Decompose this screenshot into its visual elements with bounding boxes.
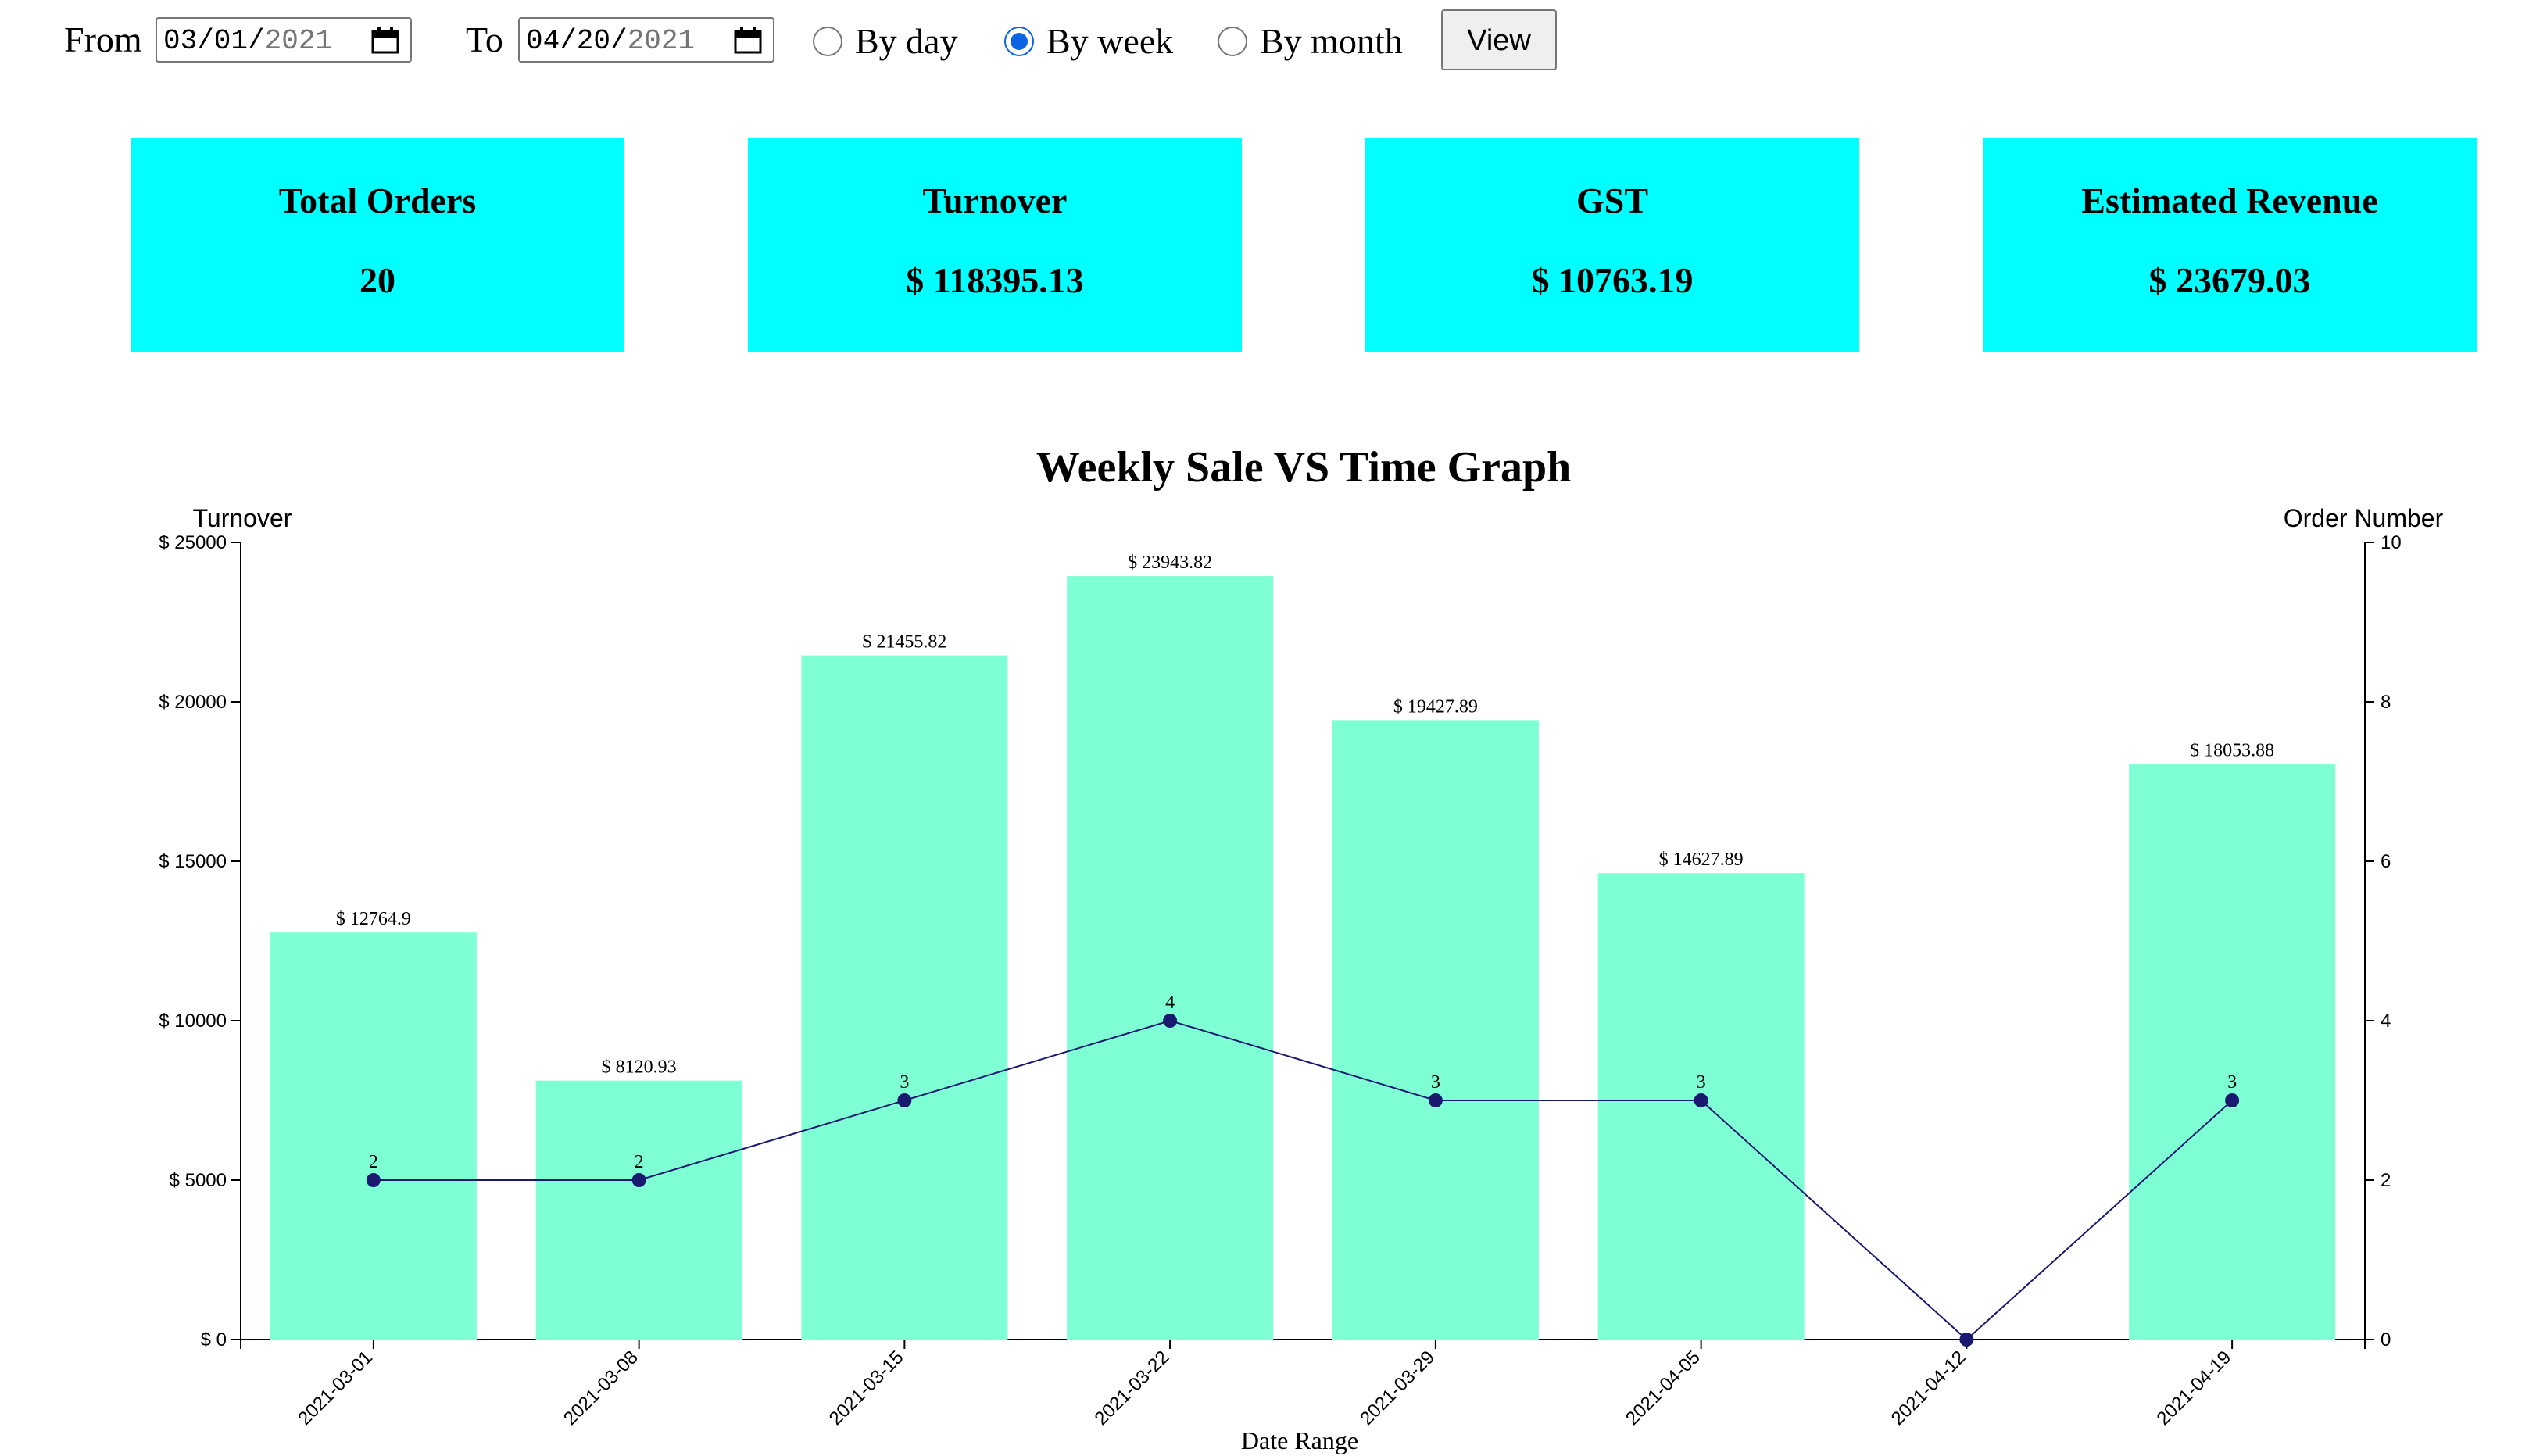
y-tick-label: $ 25000: [159, 532, 227, 553]
summary-card-total-orders: Total Orders 20: [131, 138, 624, 352]
order-value-label: 2: [369, 1152, 378, 1172]
order-value-label: 2: [635, 1152, 644, 1172]
x-tick-label: 2021-03-08: [560, 1347, 642, 1429]
order-point: [631, 1173, 646, 1187]
x-tick-label: 2021-03-01: [294, 1347, 377, 1429]
y-axis-title: Turnover: [193, 504, 292, 532]
radio-by-week[interactable]: [1004, 27, 1034, 56]
bar: [1332, 720, 1539, 1340]
x-tick-label: 2021-04-19: [2152, 1347, 2235, 1429]
bar-value-label: $ 19427.89: [1393, 696, 1478, 717]
order-point: [1959, 1333, 1974, 1347]
calendar-icon[interactable]: [371, 27, 399, 54]
radio-by-day[interactable]: [813, 27, 842, 56]
turnover-bars: [270, 576, 2336, 1340]
x-tick-label: 2021-04-05: [1622, 1347, 1704, 1429]
y2-tick-label: 8: [2381, 692, 2391, 713]
bar: [2129, 764, 2336, 1340]
y2-tick-label: 6: [2381, 851, 2391, 872]
from-date-year: 2021: [264, 25, 333, 57]
date-range-controls: From 03/01/2021 To 04/20/2021 By day By …: [0, 0, 2529, 94]
bar-value-label: $ 18053.88: [2190, 740, 2274, 760]
chart-axes: $ 0 $ 5000 $ 10000 $ 15000 $ 20000 $ 25000 0 2 4…: [159, 532, 2401, 1429]
y2-tick-label: 0: [2381, 1329, 2391, 1350]
card-value: $ 10763.19: [1531, 260, 1694, 300]
y-axis-left: [231, 542, 241, 1340]
x-axis: [240, 1339, 2366, 1349]
bar-value-label: $ 21455.82: [862, 632, 946, 653]
card-value: $ 118395.13: [906, 260, 1084, 300]
order-value-label: 3: [1431, 1072, 1440, 1093]
x-tick-label: 2021-03-22: [1090, 1347, 1173, 1429]
chart-labels: Turnover Order Number Date Range $ 12764.9 $…: [193, 504, 2444, 1454]
order-point: [1694, 1093, 1708, 1107]
to-label: To: [466, 20, 503, 59]
summary-card-gst: GST $ 10763.19: [1365, 138, 1859, 352]
y-tick-label: $ 10000: [159, 1011, 227, 1032]
order-line: [373, 1019, 2233, 1341]
view-button[interactable]: View: [1441, 9, 1557, 70]
summary-card-estimated-revenue: Estimated Revenue $ 23679.03: [1983, 138, 2477, 352]
order-value-label: 3: [2227, 1072, 2237, 1093]
bar-value-label: $ 8120.93: [602, 1057, 677, 1078]
y-tick-label: $ 0: [201, 1329, 227, 1350]
order-value-label: 3: [900, 1072, 909, 1093]
order-point: [1163, 1014, 1178, 1028]
y-tick-label: $ 20000: [159, 692, 227, 713]
x-tick-label: 2021-04-12: [1887, 1347, 1970, 1429]
card-value: 20: [359, 260, 395, 300]
card-title: Total Orders: [278, 181, 477, 220]
bar-value-label: $ 23943.82: [1128, 553, 1212, 573]
order-number-line: [366, 1014, 2240, 1347]
radio-by-week-label: By week: [1046, 21, 1174, 61]
x-tick-label: 2021-03-15: [825, 1347, 908, 1429]
from-date-mmdd: 03/01/: [163, 25, 265, 57]
card-title: GST: [1576, 181, 1649, 220]
order-point: [366, 1173, 381, 1187]
bar-value-label: $ 12764.9: [336, 909, 411, 929]
card-title: Estimated Revenue: [2081, 181, 2378, 220]
order-point: [1428, 1093, 1443, 1107]
calendar-icon[interactable]: [734, 27, 762, 54]
summary-card-turnover: Turnover $ 118395.13: [748, 138, 1242, 352]
order-point: [897, 1093, 912, 1107]
order-point: [2225, 1093, 2240, 1107]
y2-tick-label: 2: [2381, 1170, 2391, 1191]
to-date-input[interactable]: 04/20/2021: [518, 17, 774, 63]
card-title: Turnover: [922, 181, 1068, 220]
chart-title: Weekly Sale VS Time Graph: [1036, 443, 1572, 492]
bar-value-label: $ 14627.89: [1659, 850, 1744, 870]
y2-axis-title: Order Number: [2284, 504, 2444, 532]
from-label: From: [64, 20, 142, 59]
radio-by-month-label: By month: [1260, 21, 1403, 61]
y-axis-right: [2364, 542, 2374, 1340]
bar: [535, 1080, 742, 1340]
bar: [1067, 576, 1274, 1340]
radio-by-day-label: By day: [855, 21, 958, 61]
bar: [270, 932, 477, 1340]
radio-by-month[interactable]: [1218, 27, 1247, 56]
x-axis-title: Date Range: [1241, 1426, 1358, 1454]
x-tick-label: 2021-03-29: [1356, 1347, 1439, 1429]
y2-tick-label: 4: [2381, 1011, 2391, 1032]
order-value-label: 4: [1165, 993, 1175, 1013]
y2-tick-label: 10: [2381, 532, 2402, 553]
y-tick-label: $ 15000: [159, 851, 227, 872]
from-date-input[interactable]: 03/01/2021: [156, 17, 412, 63]
y-tick-label: $ 5000: [170, 1170, 227, 1191]
to-date-year: 2021: [627, 25, 696, 57]
to-date-mmdd: 04/20/: [526, 25, 628, 57]
bar: [801, 655, 1008, 1340]
order-value-label: 3: [1697, 1072, 1706, 1093]
card-value: $ 23679.03: [2148, 260, 2311, 300]
